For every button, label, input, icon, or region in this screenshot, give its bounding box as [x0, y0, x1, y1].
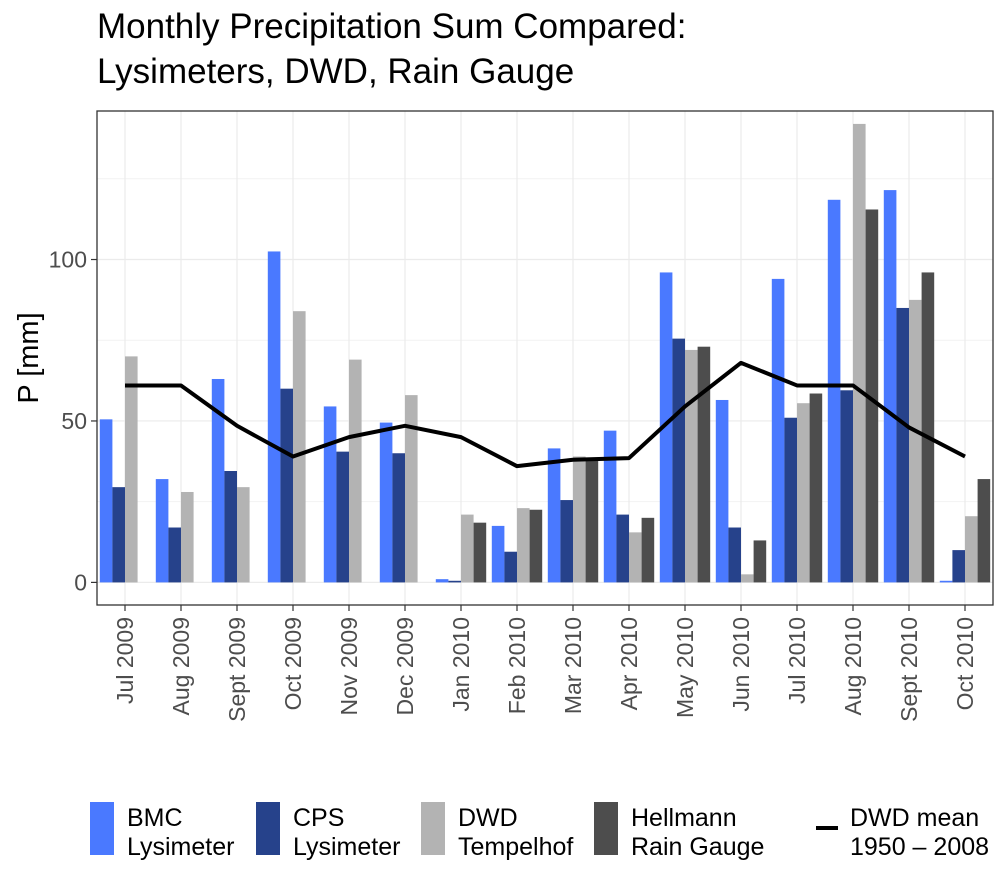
bar-dwd — [853, 123, 866, 583]
bar-dwd — [349, 359, 362, 583]
legend-key-dwd — [421, 802, 445, 855]
bar-cps — [336, 451, 349, 583]
x-tick-label: Apr 2010 — [616, 617, 642, 710]
x-tick-label: May 2010 — [672, 617, 698, 718]
bar-hel — [977, 479, 991, 583]
x-tick-label: Aug 2010 — [840, 617, 866, 715]
bar-dwd — [461, 514, 474, 583]
bar-dwd — [965, 516, 978, 583]
legend-label-mean-line: DWD mean — [850, 804, 979, 832]
x-tick-label: Jul 2009 — [112, 617, 138, 704]
bar-bmc — [435, 579, 449, 583]
plot-area: 0 50 100 Jul 2009 Aug 2009 Sept 2009 Oct 2009 N… — [49, 110, 994, 722]
y-tick-label: 100 — [49, 247, 87, 273]
x-tick-label: Jun 2010 — [728, 617, 754, 712]
bar-hel — [753, 540, 767, 583]
legend-label-cps: CPS — [293, 804, 344, 832]
bar-dwd — [517, 508, 530, 583]
y-tick-label: 50 — [61, 408, 87, 434]
bar-cps — [112, 487, 125, 583]
panel-border — [96, 110, 994, 606]
x-tick-label: Feb 2010 — [504, 617, 530, 714]
bar-dwd — [909, 299, 922, 583]
bar-bmc — [211, 378, 225, 583]
bar-bmc — [547, 448, 561, 583]
legend-key-bmc — [90, 802, 114, 855]
bar-cps — [280, 388, 293, 583]
x-tick-label: Nov 2009 — [336, 617, 362, 715]
bar-dwd — [293, 311, 306, 583]
bar-hel — [641, 517, 655, 583]
bar-dwd — [741, 574, 754, 583]
y-axis-label: P [mm] — [13, 312, 45, 403]
x-tick-label: Aug 2009 — [168, 617, 194, 715]
bar-dwd — [797, 403, 810, 583]
bar-hel — [473, 522, 487, 583]
bar-hel — [529, 509, 543, 583]
x-tick-label: Sept 2009 — [224, 617, 250, 722]
bar-bmc — [155, 479, 169, 583]
legend-label-hel: Rain Gauge — [631, 833, 764, 861]
bar-bmc — [99, 419, 113, 583]
x-tick-label: Dec 2009 — [392, 617, 418, 715]
bar-bmc — [883, 190, 897, 583]
bar-dwd — [685, 349, 698, 583]
bar-cps — [952, 550, 965, 583]
mean-line — [125, 360, 966, 469]
bar-cps — [784, 417, 797, 583]
bar-bmc — [491, 525, 505, 583]
bar-cps — [672, 338, 685, 583]
legend-label-cps: Lysimeter — [293, 833, 400, 861]
legend-label-mean-line: 1950 – 2008 — [850, 833, 989, 861]
bar-dwd — [181, 491, 194, 583]
bar-cps — [728, 527, 741, 583]
chart-title-line-1: Monthly Precipitation Sum Compared: — [97, 7, 686, 46]
bar-dwd — [573, 456, 586, 583]
bar-bmc — [659, 272, 673, 583]
bar-cps — [168, 527, 181, 583]
bar-cps — [448, 580, 461, 583]
x-tick-label: Jan 2010 — [448, 617, 474, 712]
bar-hel — [921, 272, 935, 583]
bar-dwd — [125, 356, 138, 583]
legend-label-dwd: Tempelhof — [458, 833, 573, 861]
legend-label-bmc: BMC — [127, 804, 183, 832]
bar-bmc — [267, 251, 281, 583]
bar-cps — [896, 307, 909, 583]
x-tick-label: Mar 2010 — [560, 617, 586, 714]
y-tick-label: 0 — [74, 569, 87, 595]
chart-title-line-2: Lysimeters, DWD, Rain Gauge — [97, 52, 574, 91]
bar-bmc — [603, 430, 617, 583]
legend-label-dwd: DWD — [458, 804, 518, 832]
bar-dwd — [629, 532, 642, 583]
x-tick-label: Sept 2010 — [896, 617, 922, 722]
bar-bmc — [715, 399, 729, 583]
bar-hel — [585, 459, 599, 583]
bar-cps — [616, 514, 629, 583]
bar-hel — [865, 209, 879, 583]
bar-hel — [809, 393, 823, 583]
legend-label-hel: Hellmann — [631, 804, 737, 832]
legend: BMCLysimeterCPSLysimeterDWDTempelhofHell… — [90, 802, 989, 861]
bar-hel — [697, 346, 711, 583]
legend-key-cps — [256, 802, 280, 855]
legend-key-hel — [594, 802, 618, 855]
bar-bmc — [939, 580, 953, 583]
bar-bmc — [379, 422, 393, 583]
bar-dwd — [237, 487, 250, 583]
bar-bmc — [827, 199, 841, 583]
bar-cps — [560, 500, 573, 583]
bar-dwd — [405, 395, 418, 583]
bar-bmc — [323, 406, 337, 583]
bar-cps — [504, 551, 517, 583]
legend-label-bmc: Lysimeter — [127, 833, 234, 861]
x-tick-label: Oct 2010 — [952, 617, 978, 710]
bar-cps — [840, 390, 853, 583]
x-tick-label: Jul 2010 — [784, 617, 810, 704]
x-tick-label: Oct 2009 — [280, 617, 306, 710]
bar-cps — [224, 471, 237, 583]
bar-bmc — [771, 278, 785, 583]
bar-cps — [392, 453, 405, 583]
